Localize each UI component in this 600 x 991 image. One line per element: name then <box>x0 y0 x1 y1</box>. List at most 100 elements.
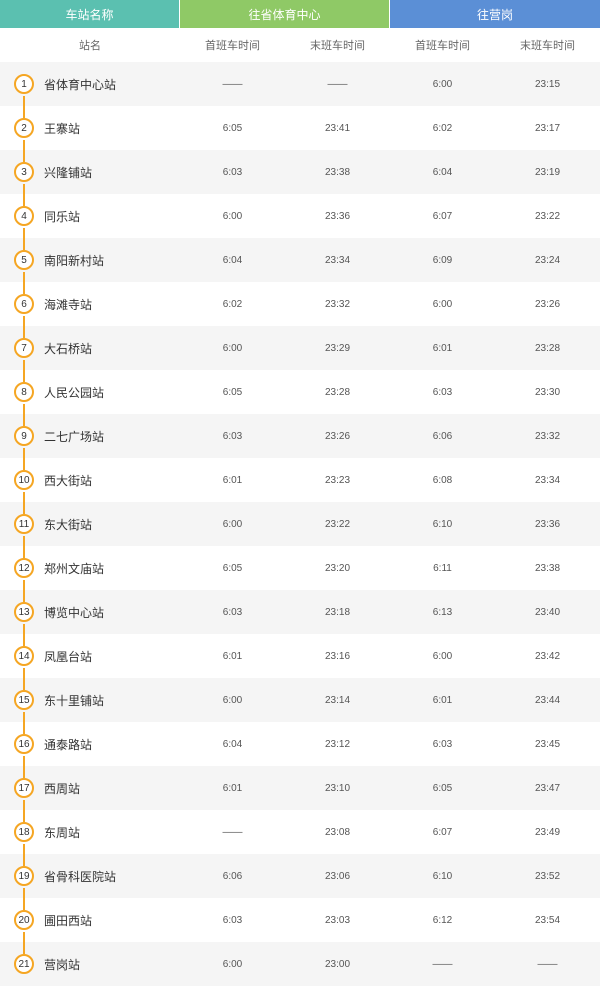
table-row: 1省体育中心站————6:0023:15 <box>0 62 600 106</box>
line-segment <box>23 316 25 338</box>
station-number-circle: 16 <box>14 734 34 754</box>
time-cell: 6:02 <box>390 123 495 134</box>
station-cell: 9二七广场站 <box>0 426 180 446</box>
time-cell: 23:42 <box>495 651 600 662</box>
time-cell: 23:32 <box>495 431 600 442</box>
time-cell: 23:52 <box>495 871 600 882</box>
station-cell: 15 东十里铺站 <box>0 690 180 710</box>
line-segment <box>23 888 25 910</box>
time-cell: 23:40 <box>495 607 600 618</box>
line-segment <box>23 492 25 514</box>
station-name: 通泰路站 <box>44 736 92 753</box>
line-segment <box>23 140 25 162</box>
time-cell: 6:06 <box>390 431 495 442</box>
station-cell: 10西大街站 <box>0 470 180 490</box>
station-cell: 6海滩寺站 <box>0 294 180 314</box>
station-name: 省体育中心站 <box>44 76 116 93</box>
station-name: 西大街站 <box>44 472 92 489</box>
station-name: 东十里铺站 <box>44 692 104 709</box>
table-row: 3兴隆铺站6:0323:386:0423:19 <box>0 150 600 194</box>
time-cell: 23:00 <box>285 959 390 970</box>
time-cell: 6:01 <box>180 475 285 486</box>
station-name: 西周站 <box>44 780 80 797</box>
time-cell: 23:45 <box>495 739 600 750</box>
time-cell: 6:09 <box>390 255 495 266</box>
station-name: 南阳新村站 <box>44 252 104 269</box>
station-number-circle: 15 <box>14 690 34 710</box>
station-number-circle: 3 <box>14 162 34 182</box>
time-cell: 6:07 <box>390 827 495 838</box>
table-row: 11东大街站6:0023:226:1023:36 <box>0 502 600 546</box>
time-cell: 6:03 <box>180 167 285 178</box>
time-cell: 6:05 <box>180 387 285 398</box>
time-cell: 6:00 <box>180 343 285 354</box>
time-cell: 6:03 <box>180 915 285 926</box>
time-cell: 23:22 <box>495 211 600 222</box>
table-row: 9二七广场站6:0323:266:0623:32 <box>0 414 600 458</box>
station-cell: 13 博览中心站 <box>0 602 180 622</box>
time-cell: 23:28 <box>495 343 600 354</box>
time-cell: 23:19 <box>495 167 600 178</box>
time-cell: 23:49 <box>495 827 600 838</box>
table-row: 2王寨站6:0523:416:0223:17 <box>0 106 600 150</box>
table-row: 5南阳新村站6:0423:346:0923:24 <box>0 238 600 282</box>
table-row: 17西周站6:0123:106:0523:47 <box>0 766 600 810</box>
line-segment <box>23 932 25 954</box>
table-row: 13博览中心站6:0323:186:1323:40 <box>0 590 600 634</box>
time-cell: 6:03 <box>390 387 495 398</box>
time-cell: —— <box>285 79 390 90</box>
station-number-circle: 5 <box>14 250 34 270</box>
line-segment <box>23 228 25 250</box>
time-cell: 6:01 <box>390 343 495 354</box>
subheader-first2: 首班车时间 <box>390 28 495 62</box>
station-number-circle: 18 <box>14 822 34 842</box>
time-cell: 23:44 <box>495 695 600 706</box>
timetable-container: 车站名称 往省体育中心 往营岗 站名 首班车时间 末班车时间 首班车时间 末班车… <box>0 0 600 986</box>
station-name: 博览中心站 <box>44 604 104 621</box>
line-segment <box>23 580 25 602</box>
time-cell: —— <box>180 827 285 838</box>
line-segment <box>23 360 25 382</box>
time-cell: 23:14 <box>285 695 390 706</box>
time-cell: 23:06 <box>285 871 390 882</box>
table-row: 19省骨科医院站6:0623:066:1023:52 <box>0 854 600 898</box>
time-cell: 23:08 <box>285 827 390 838</box>
table-row: 10西大街站6:0123:236:0823:34 <box>0 458 600 502</box>
time-cell: 23:36 <box>285 211 390 222</box>
time-cell: 6:03 <box>390 739 495 750</box>
table-row: 8人民公园站6:0523:286:0323:30 <box>0 370 600 414</box>
subheader-name: 站名 <box>0 28 180 62</box>
station-cell: 18东周站 <box>0 822 180 842</box>
line-segment <box>23 624 25 646</box>
station-number-circle: 20 <box>14 910 34 930</box>
subheader-row: 站名 首班车时间 末班车时间 首班车时间 末班车时间 <box>0 28 600 62</box>
time-cell: 6:04 <box>180 255 285 266</box>
time-cell: 6:04 <box>180 739 285 750</box>
station-cell: 7大石桥站 <box>0 338 180 358</box>
station-number-circle: 13 <box>14 602 34 622</box>
time-cell: 23:20 <box>285 563 390 574</box>
subheader-last1: 末班车时间 <box>285 28 390 62</box>
time-cell: 6:00 <box>390 651 495 662</box>
station-name: 兴隆铺站 <box>44 164 92 181</box>
time-cell: 23:18 <box>285 607 390 618</box>
time-cell: 23:32 <box>285 299 390 310</box>
line-segment <box>23 800 25 822</box>
time-cell: 23:10 <box>285 783 390 794</box>
station-cell: 19省骨科医院站 <box>0 866 180 886</box>
time-cell: 6:03 <box>180 431 285 442</box>
time-cell: 6:12 <box>390 915 495 926</box>
time-cell: 23:12 <box>285 739 390 750</box>
station-name: 同乐站 <box>44 208 80 225</box>
time-cell: 6:00 <box>180 959 285 970</box>
line-segment <box>23 536 25 558</box>
time-cell: 6:07 <box>390 211 495 222</box>
time-cell: 6:00 <box>180 519 285 530</box>
time-cell: 6:03 <box>180 607 285 618</box>
station-name: 圃田西站 <box>44 912 92 929</box>
time-cell: 23:38 <box>495 563 600 574</box>
station-number-circle: 7 <box>14 338 34 358</box>
table-row: 16 通泰路站 6:0423:126:0323:45 <box>0 722 600 766</box>
time-cell: —— <box>180 79 285 90</box>
station-number-circle: 4 <box>14 206 34 226</box>
